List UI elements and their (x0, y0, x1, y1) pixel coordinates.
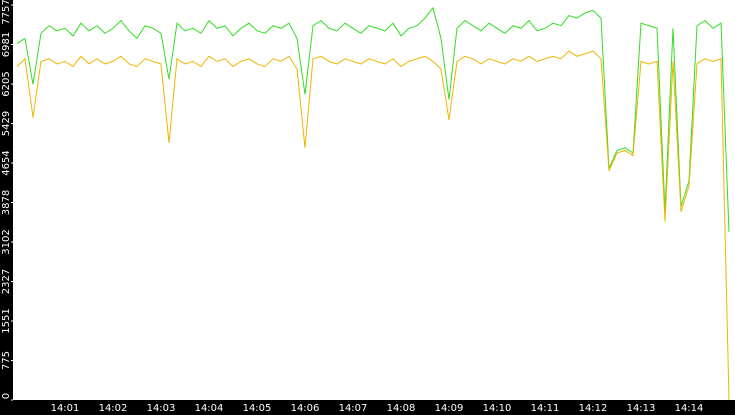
y-tick-label: 775 (1, 351, 12, 370)
x-tick-label: 14:13 (627, 403, 656, 414)
y-tick-label: 5429 (1, 111, 12, 136)
x-tick-label: 14:11 (531, 403, 560, 414)
y-tick-label: 3102 (1, 229, 12, 254)
y-axis-band (0, 0, 13, 415)
x-axis-band (0, 400, 735, 415)
x-tick-label: 14:03 (147, 403, 176, 414)
x-tick-label: 14:02 (99, 403, 128, 414)
x-tick-label: 14:14 (675, 403, 704, 414)
plot-area (16, 6, 730, 401)
y-tick-label: 4654 (1, 150, 12, 175)
x-tick-label: 14:07 (339, 403, 368, 414)
y-tick-label: 2327 (1, 269, 12, 294)
y-tick-label: 0 (1, 393, 12, 399)
x-tick-label: 14:05 (243, 403, 272, 414)
x-tick-label: 14:01 (51, 403, 80, 414)
y-tick-label: 7757 (1, 0, 12, 25)
x-tick-label: 14:12 (579, 403, 608, 414)
x-tick-label: 14:08 (387, 403, 416, 414)
data-line (16, 6, 730, 232)
x-tick-label: 14:06 (291, 403, 320, 414)
x-tick-label: 14:10 (483, 403, 512, 414)
data-line (16, 50, 730, 401)
x-tick-label: 14:09 (435, 403, 464, 414)
x-tick-label: 14:04 (195, 403, 224, 414)
y-tick-label: 6981 (1, 32, 12, 57)
y-tick-label: 3878 (1, 190, 12, 215)
y-tick-label: 1551 (1, 308, 12, 333)
y-tick-label: 6205 (1, 71, 12, 96)
